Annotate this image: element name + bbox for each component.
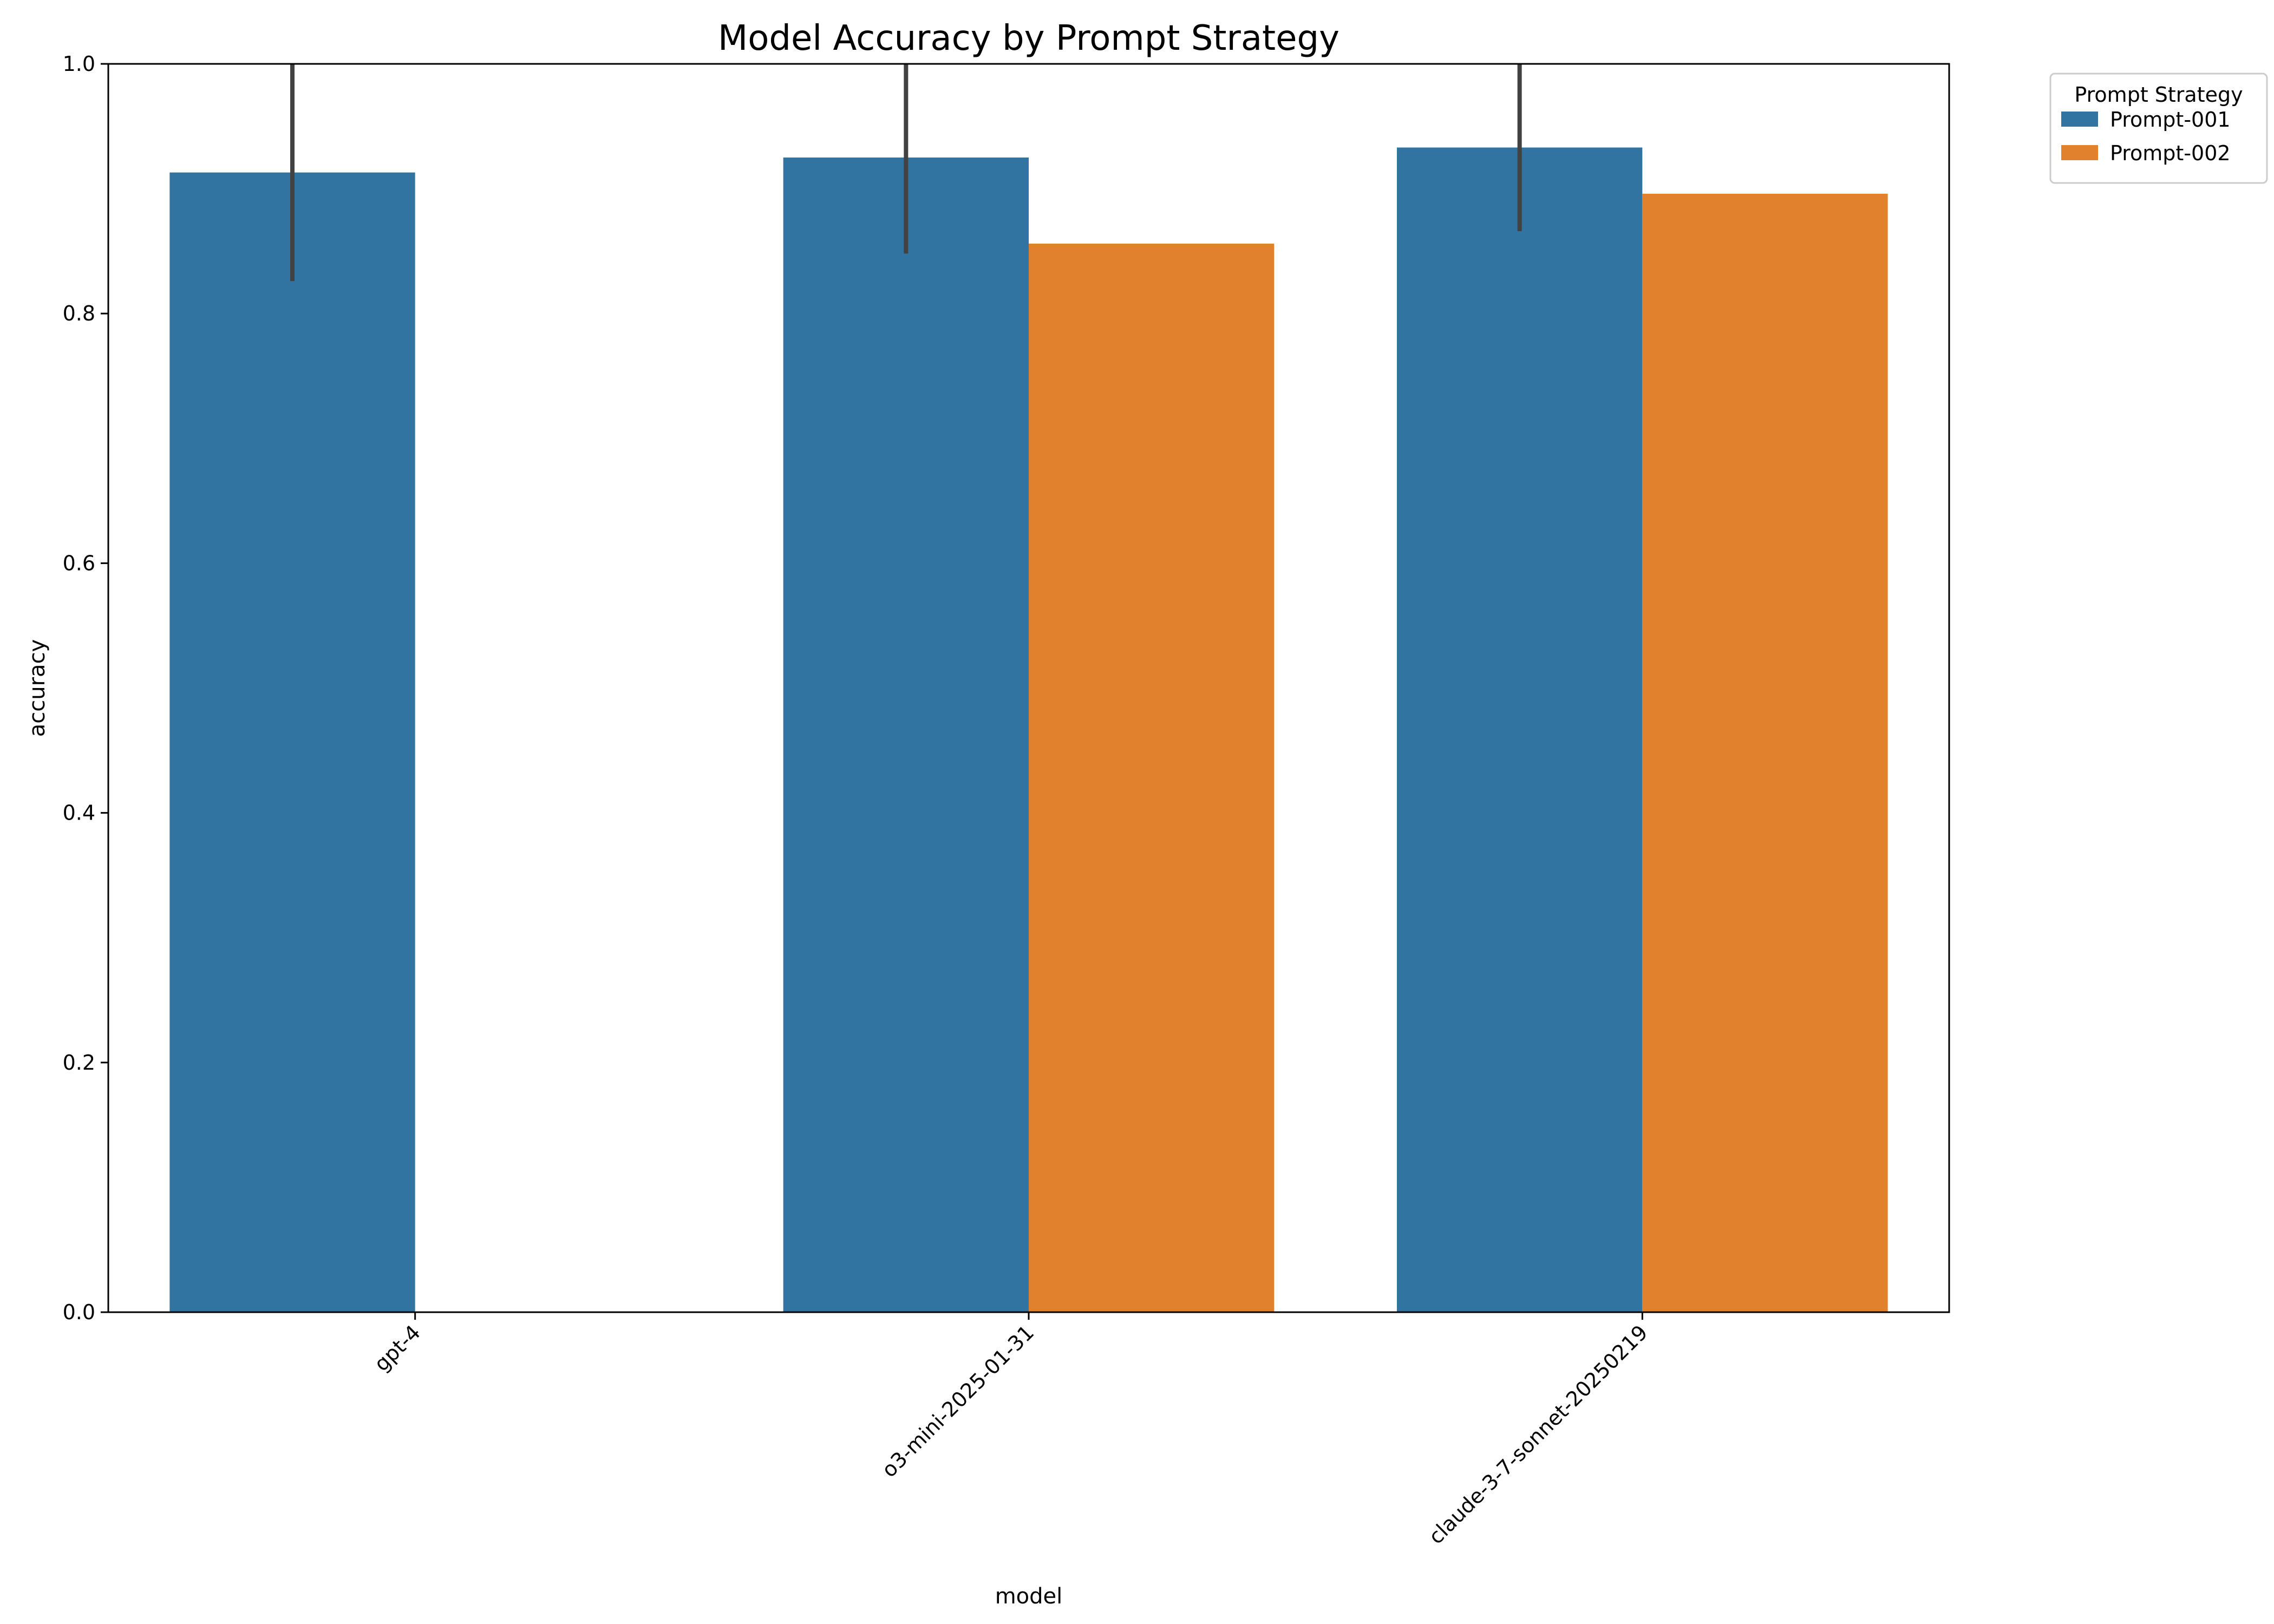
y-tick-label: 0.2: [63, 1051, 95, 1075]
x-tick-label: o3-mini-2025-01-31: [877, 1320, 1038, 1482]
x-tick-label: claude-3-7-sonnet-20250219: [1424, 1320, 1652, 1549]
bar-prompt-001-1: [783, 157, 1029, 1313]
y-tick-label: 0.4: [63, 801, 95, 825]
legend-box: [2049, 73, 2268, 184]
y-axis-label: accuracy: [25, 639, 50, 737]
legend-entries: Prompt-001 Prompt-002: [2061, 108, 2231, 165]
bar-prompt-001-2: [1397, 147, 1643, 1313]
bars-layer: [169, 147, 1888, 1313]
x-axis-label: model: [995, 1584, 1063, 1609]
bar-prompt-001-0: [169, 172, 415, 1312]
legend-label: Prompt-001: [2110, 108, 2231, 132]
legend-title: Prompt Strategy: [2074, 83, 2243, 107]
x-axis: gpt-4 o3-mini-2025-01-31 claude-3-7-sonnet…: [369, 1312, 1652, 1549]
x-tick-label: gpt-4: [369, 1320, 425, 1376]
legend-swatch-prompt-001: [2061, 112, 2098, 127]
y-tick-label: 0.0: [63, 1300, 95, 1324]
legend-swatch-prompt-002: [2061, 145, 2098, 160]
bar-prompt-002-2: [1642, 193, 1888, 1313]
y-axis: 0.0 0.2 0.4 0.6 0.8 1.0: [63, 52, 108, 1324]
legend: Prompt Strategy Prompt-001 Prompt-002: [2049, 73, 2268, 184]
y-tick-label: 1.0: [63, 52, 95, 76]
error-bars-layer: [290, 64, 1522, 281]
legend-label: Prompt-002: [2110, 141, 2231, 165]
chart-title: Model Accuracy by Prompt Strategy: [718, 18, 1339, 58]
bar-prompt-002-1: [1029, 244, 1275, 1313]
y-tick-label: 0.6: [63, 551, 95, 575]
y-tick-label: 0.8: [63, 302, 95, 325]
